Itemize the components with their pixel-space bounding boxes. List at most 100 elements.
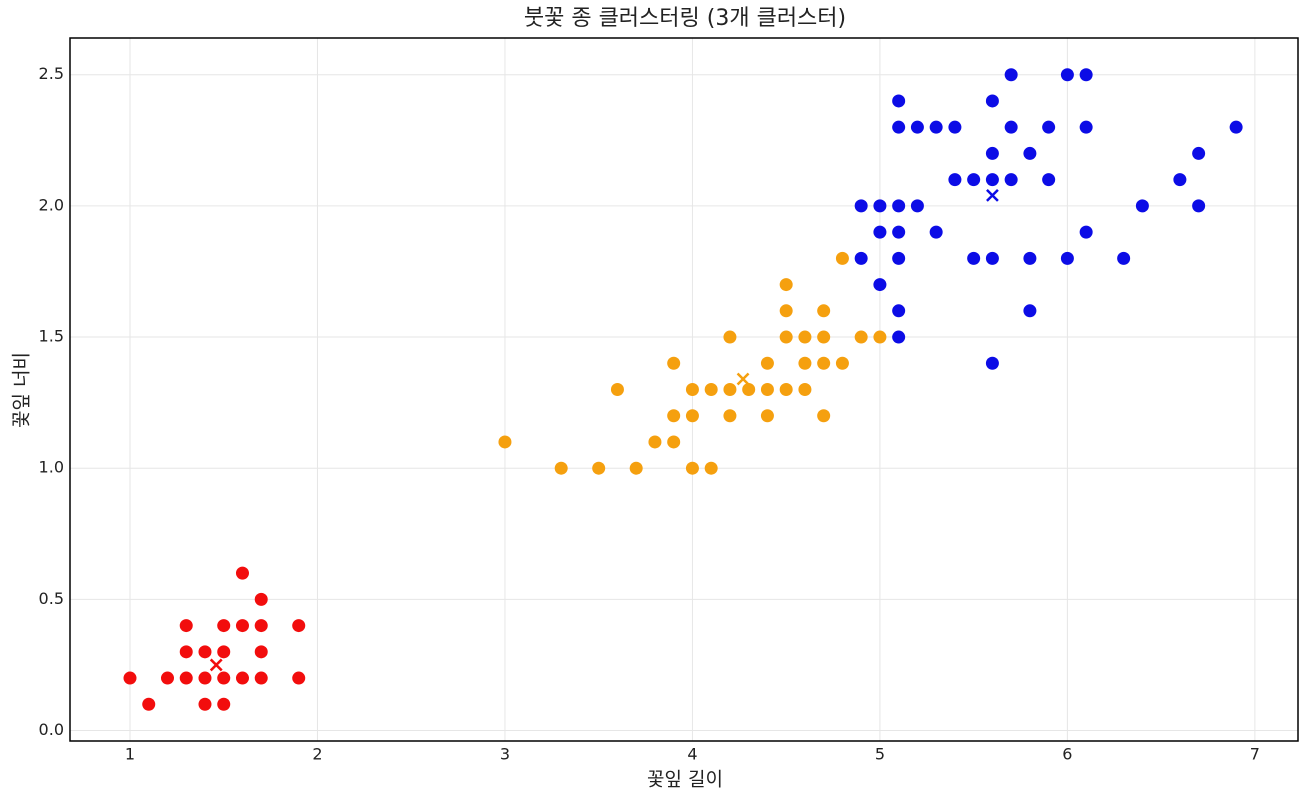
data-point	[723, 330, 737, 344]
x-tick-label: 2	[312, 745, 322, 764]
data-point	[779, 304, 793, 318]
data-point	[1079, 120, 1093, 134]
x-tick-label: 6	[1062, 745, 1072, 764]
data-point	[554, 461, 568, 475]
y-tick-label: 0.5	[39, 589, 64, 608]
data-point	[292, 619, 306, 633]
data-point	[1023, 251, 1037, 265]
data-point	[217, 645, 231, 659]
data-point	[723, 409, 737, 423]
data-point	[1023, 304, 1037, 318]
x-tick-label: 5	[875, 745, 885, 764]
data-point	[892, 304, 906, 318]
data-point	[929, 225, 943, 239]
data-point	[1173, 173, 1187, 187]
data-point	[1192, 199, 1206, 213]
data-point	[873, 278, 887, 292]
x-tick-label: 7	[1250, 745, 1260, 764]
data-point	[198, 671, 212, 685]
data-point	[873, 225, 887, 239]
data-point	[498, 435, 512, 449]
data-point	[1023, 146, 1037, 160]
data-point	[648, 435, 662, 449]
data-point	[685, 383, 699, 396]
y-tick-label: 1.5	[39, 327, 64, 346]
data-point	[1135, 199, 1149, 213]
data-point	[235, 671, 249, 685]
data-point	[985, 251, 999, 265]
data-point	[235, 566, 249, 580]
data-point	[948, 173, 962, 187]
y-axis-label: 꽃잎 너비	[11, 352, 33, 428]
data-point	[948, 120, 962, 134]
data-point	[1192, 146, 1206, 160]
data-point	[779, 278, 793, 292]
data-point	[123, 671, 137, 685]
data-point	[1079, 68, 1093, 82]
data-point	[854, 199, 868, 213]
data-point	[892, 120, 906, 134]
data-point	[254, 619, 268, 633]
data-point	[817, 356, 831, 370]
data-point	[142, 697, 156, 711]
data-point	[235, 619, 249, 633]
data-point	[1229, 120, 1243, 134]
data-point	[854, 330, 868, 344]
data-point	[723, 383, 737, 396]
data-point	[760, 409, 774, 423]
data-point	[1060, 251, 1074, 265]
data-point	[742, 383, 756, 396]
data-point	[967, 251, 981, 265]
plot-frame	[69, 37, 1299, 742]
data-point	[892, 225, 906, 239]
centroid-marker	[736, 372, 750, 386]
data-point	[1042, 120, 1056, 134]
data-point	[985, 94, 999, 108]
data-point	[667, 356, 681, 370]
centroid-marker	[209, 658, 223, 672]
y-tick-label: 0.0	[39, 720, 64, 739]
data-point	[1004, 68, 1018, 82]
data-point	[685, 409, 699, 423]
data-point	[873, 330, 887, 344]
x-tick-label: 1	[125, 745, 135, 764]
data-point	[704, 383, 718, 396]
data-point	[760, 356, 774, 370]
data-point	[873, 199, 887, 213]
data-point	[892, 251, 906, 265]
data-point	[835, 251, 849, 265]
data-point	[910, 199, 924, 213]
data-point	[985, 146, 999, 160]
data-point	[592, 461, 606, 475]
data-point	[667, 435, 681, 449]
data-point	[798, 383, 812, 396]
data-point	[1004, 120, 1018, 134]
data-point	[929, 120, 943, 134]
data-point	[817, 409, 831, 423]
data-point	[160, 671, 174, 685]
data-point	[1004, 173, 1018, 187]
data-point	[179, 619, 193, 633]
data-point	[254, 645, 268, 659]
data-point	[1117, 251, 1131, 265]
data-point	[967, 173, 981, 187]
x-tick-label: 4	[687, 745, 697, 764]
data-point	[779, 383, 793, 396]
data-point	[179, 645, 193, 659]
data-point	[629, 461, 643, 475]
y-tick-label: 2.5	[39, 64, 64, 83]
data-point	[779, 330, 793, 344]
data-point	[217, 671, 231, 685]
data-point	[198, 645, 212, 659]
data-point	[610, 383, 624, 396]
data-point	[704, 461, 718, 475]
centroid-marker	[986, 189, 999, 202]
data-point	[854, 251, 868, 265]
x-axis-label: 꽃잎 길이	[647, 769, 723, 791]
data-point	[798, 330, 812, 344]
data-point	[892, 199, 906, 213]
data-point	[685, 461, 699, 475]
data-point	[1079, 225, 1093, 239]
data-point	[985, 173, 999, 187]
